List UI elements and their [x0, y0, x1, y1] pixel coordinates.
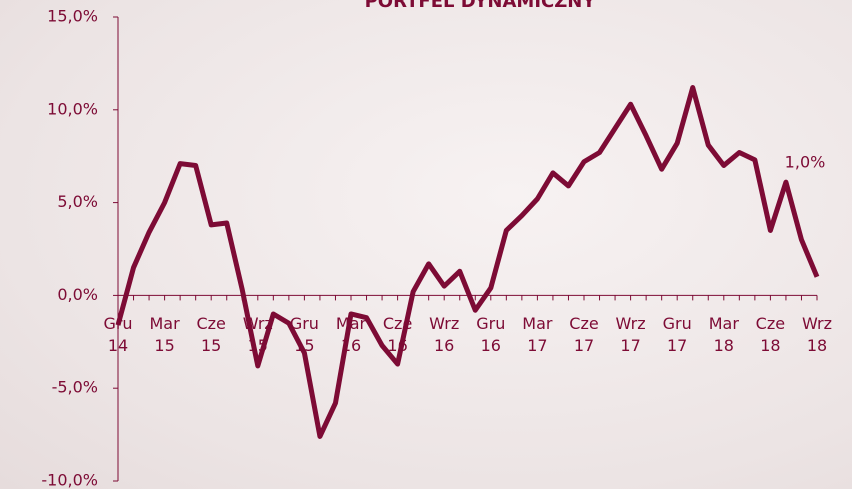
- x-tick-label: Wrz 17: [615, 314, 646, 356]
- y-tick-label: -5,0%: [52, 378, 98, 397]
- y-tick-label: -10,0%: [41, 471, 98, 489]
- y-tick-label: 0,0%: [57, 285, 98, 304]
- x-tick-label: Cze 16: [382, 314, 413, 356]
- x-tick-label: Gru 16: [476, 314, 506, 356]
- x-tick-label: Cze 18: [755, 314, 786, 356]
- y-tick-label: 5,0%: [57, 192, 98, 211]
- y-tick-label: 10,0%: [47, 99, 98, 118]
- x-tick-label: Mar 18: [708, 314, 739, 356]
- data-label: 1,0%: [785, 152, 826, 171]
- x-tick-label: Mar 15: [149, 314, 180, 356]
- y-tick-label: 15,0%: [47, 7, 98, 26]
- x-tick-label: Wrz 16: [429, 314, 460, 356]
- line: [115, 85, 820, 439]
- chart-title: PORTFEL DYNAMICZNY: [365, 0, 597, 12]
- x-tick-label: Gru 15: [289, 314, 319, 356]
- x-tick-label: Wrz 15: [242, 314, 273, 356]
- x-tick-label: Cze 15: [196, 314, 226, 356]
- x-tick-label: Gru 17: [662, 314, 692, 356]
- x-tick-label: Mar 17: [522, 314, 553, 356]
- x-tick-label: Mar 16: [335, 314, 367, 356]
- x-tick-label: Wrz 18: [801, 314, 833, 356]
- x-tick-label: Gru 14: [103, 314, 133, 356]
- x-tick-label: Cze 17: [569, 314, 599, 356]
